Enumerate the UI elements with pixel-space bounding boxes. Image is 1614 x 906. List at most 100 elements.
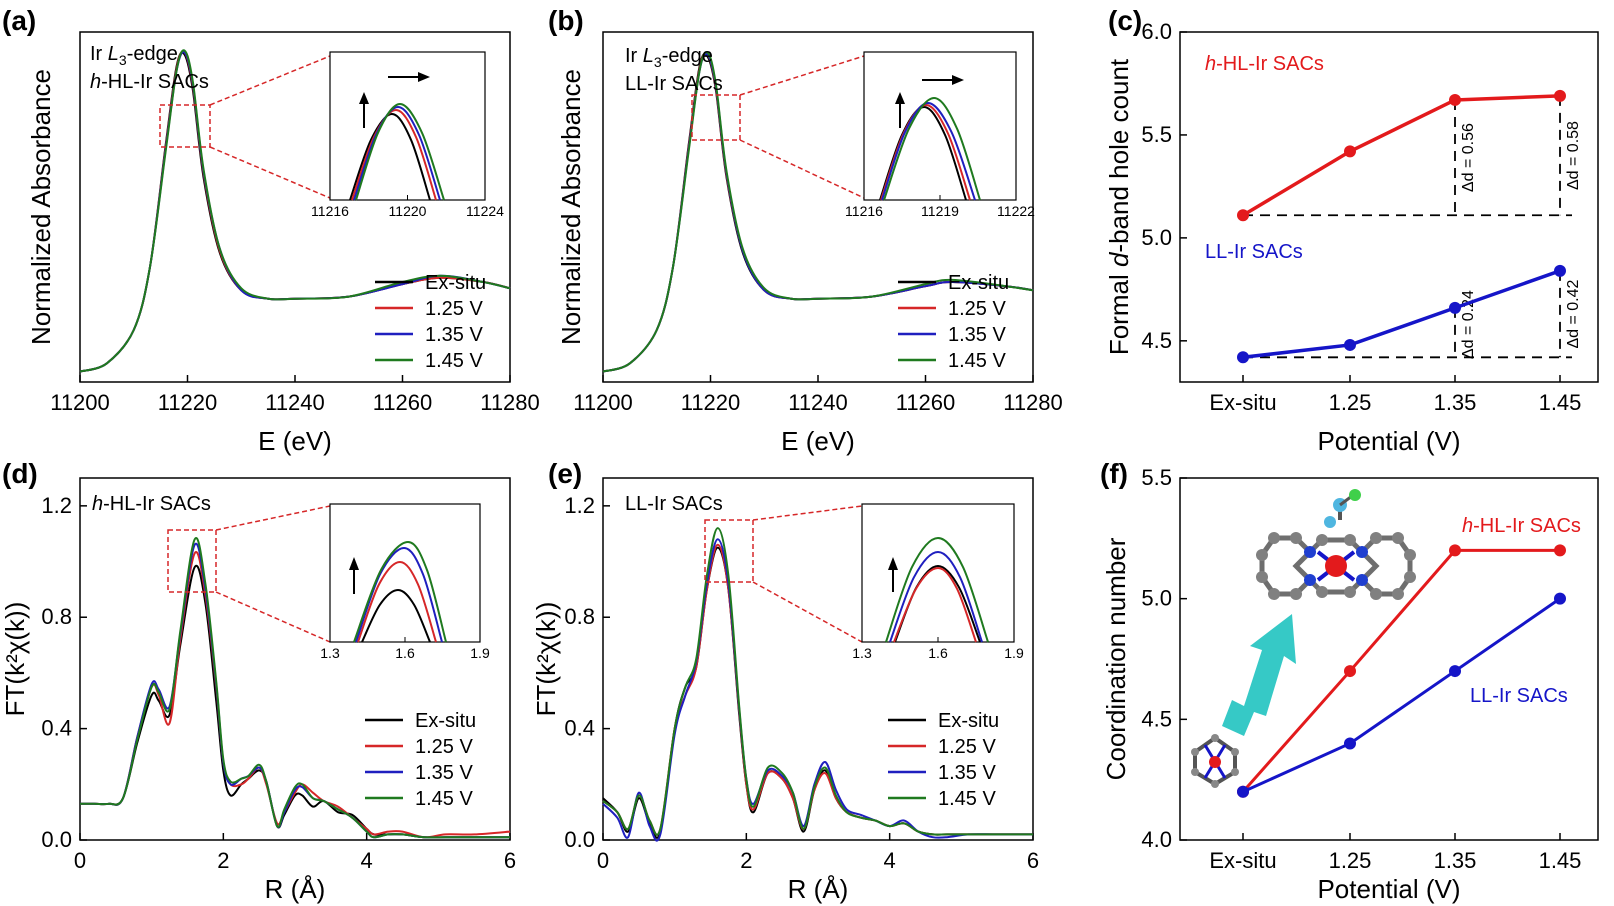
large-molecule-icon [1256,489,1416,600]
f-series-0-line [1241,548,1560,793]
panel-b: (b) 11200 11220 11240 11260 11280 Ir L3-edge… [548,5,1063,456]
d-inset-series-2 [355,546,443,643]
panel-f-xticks: Ex-situ 1.25 1.35 1.45 [1209,833,1581,873]
panel-c-label-blue: LL-Ir SACs [1205,241,1303,263]
f-xtick-label: Ex-situ [1209,848,1276,873]
panel-a: (a) 11200 11220 11240 11260 11280 Ir L3-edge… [2,5,540,456]
panel-d: (d) 0.0 0.4 0.8 1.2 0 2 4 6 h-HL-Ir SACs FT(k²… [0,458,516,904]
panel-d-xticks: 0 2 4 6 [74,833,516,873]
panel-a-zoom-line-bottom [209,146,331,199]
c-delta-label: Δd = 0.58 [1565,121,1582,190]
panel-f-letter: (f) [1100,458,1128,489]
b-series-3-line [602,51,1034,373]
panel-b-xlabel: E (eV) [781,426,855,456]
b-xtick-label: 11220 [681,390,741,415]
a-inset-series-2 [353,105,441,201]
e-inset-series-1 [893,566,977,643]
panel-f-ylabel: Coordination number [1101,537,1131,780]
b-inset-tick-label: 11222 [997,203,1035,219]
f-series-1-point [1554,592,1566,605]
a-inset-tick-label: 11220 [389,203,427,219]
a-legend-label: 1.25 V [425,298,483,320]
panel-e-sample-label: LL-Ir SACs [625,493,723,515]
e-xtick-label: 6 [1027,848,1039,873]
c-delta-label: Δd = 0.56 [1460,123,1477,192]
panel-e-xticks: 0 2 4 6 [597,833,1039,873]
a-xtick-label: 11200 [50,390,110,415]
panel-a-up-arrow-head [359,92,369,104]
f-ytick-label: 5.0 [1141,586,1172,611]
panel-c-frame [1179,31,1599,383]
panel-e-zoom-box [704,519,754,583]
c-series-1-point [1344,338,1356,351]
b-legend-label: Ex-situ [948,272,1009,294]
f-ytick-label: 5.5 [1141,465,1172,490]
panel-b-zoom-box [691,94,741,141]
f-series-1-point [1344,737,1356,750]
b-xtick-label: 11280 [1003,390,1063,415]
panel-a-sample-label: h-HL-Ir SACs [90,71,209,93]
d-ytick-label: 1.2 [41,493,72,518]
panel-d-up-arrow-head [349,557,359,570]
d-xtick-label: 0 [74,848,86,873]
panel-f-label-red: h-HL-Ir SACs [1462,515,1581,537]
c-delta-label: Δd = 0.42 [1565,279,1582,348]
f-ytick-label: 4.0 [1141,827,1172,852]
panel-f-xlabel: Potential (V) [1317,874,1460,904]
panel-d-ylabel: FT(k²χ(k)) [0,602,30,717]
e-legend-label: Ex-situ [938,710,999,732]
e-ytick-label: 0.4 [564,716,595,741]
f-series-0-point [1554,544,1566,557]
c-series-1-point [1237,351,1249,364]
a-xtick-label: 11260 [373,390,433,415]
c-series-0-point [1344,145,1356,158]
panel-a-inset-frame [329,51,486,201]
panel-b-sample-label: LL-Ir SACs [625,73,723,95]
c-xtick-label: 1.45 [1539,390,1582,415]
panel-b-legend: Ex-situ 1.25 V 1.35 V 1.45 V [898,272,1009,372]
d-xtick-label: 4 [361,848,373,873]
panel-b-ylabel: Normalized Absorbance [556,69,586,345]
panel-b-up-arrow-head [895,92,905,104]
c-xtick-label: 1.25 [1329,390,1372,415]
panel-e-up-arrow-head [888,557,898,570]
panel-c: (c) 4.5 5.0 5.5 6.0 Ex-situ 1.25 1.35 1.45 Δd … [1104,5,1599,456]
b-legend-label: 1.25 V [948,298,1006,320]
panel-a-ylabel: Normalized Absorbance [26,69,56,345]
e-series-3-line [602,527,1033,836]
panel-a-zoom-box [159,104,211,148]
panel-a-right-arrow-head [418,72,430,82]
panel-e-inset-curves [885,536,989,643]
a-legend-label: 1.45 V [425,350,483,372]
a-inset-series-3 [355,102,445,201]
panel-e-letter: (e) [548,458,582,489]
e-inset-series-3 [885,536,989,643]
panel-b-letter: (b) [548,5,584,36]
panel-d-curves [79,536,511,839]
c-series-0-point [1237,209,1249,222]
d-series-3-line [79,536,510,839]
panel-d-zoom-line-top [215,505,331,531]
panel-e-ylabel: FT(k²χ(k)) [531,602,561,717]
a-xtick-label: 11280 [480,390,540,415]
c-series-0-point [1554,89,1566,102]
e-inset-tick-label: 1.6 [928,645,948,661]
c-ytick-label: 5.5 [1141,122,1172,147]
d-legend-label: 1.25 V [415,736,473,758]
panel-c-yticks: 4.5 5.0 5.5 6.0 [1141,19,1187,353]
panel-a-edge-label: Ir L3-edge [90,43,178,68]
panel-c-guides: Δd = 0.56 Δd = 0.58 Δd = 0.24 Δd = 0.42 [1243,95,1582,359]
panel-a-legend: Ex-situ 1.25 V 1.35 V 1.45 V [375,272,486,372]
panel-f-series [1237,544,1566,798]
panel-d-xlabel: R (Å) [265,874,326,904]
f-ytick-label: 4.5 [1141,706,1172,731]
a-xtick-label: 11240 [265,390,325,415]
c-series-1-line [1242,269,1561,360]
panel-f-frame [1179,477,1599,841]
e-legend-label: 1.35 V [938,762,996,784]
panel-f-yticks: 4.0 4.5 5.0 5.5 [1141,465,1187,852]
c-series-1-point [1449,301,1461,314]
panel-a-inset-curves [349,102,445,201]
c-xtick-label: Ex-situ [1209,390,1276,415]
